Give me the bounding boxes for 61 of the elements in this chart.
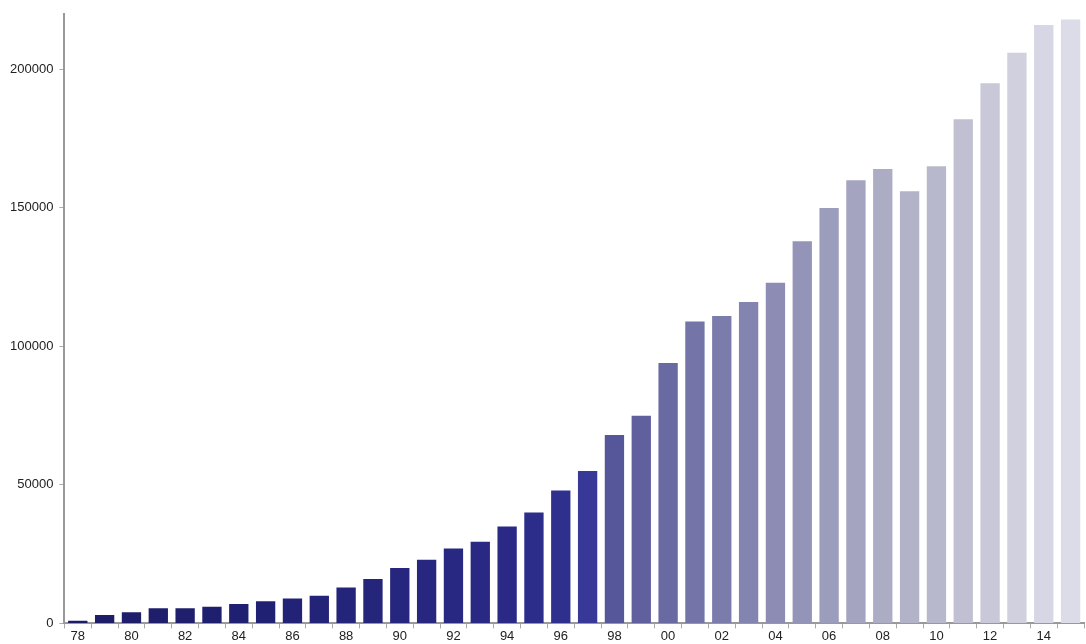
x-tick-label: 94 [499,627,515,643]
x-tick-label: 92 [446,627,461,643]
bar [443,548,464,623]
bar [497,526,517,623]
bar [470,541,490,623]
bar [175,608,195,623]
x-tick-label: 98 [607,627,622,643]
bar [1034,25,1054,623]
y-tick-label: 0 [46,614,54,630]
bar [1060,19,1081,623]
x-tick-label: 86 [285,627,300,643]
bar [524,512,544,623]
bar [551,490,571,623]
bar [953,119,973,623]
x-tick-label: 12 [982,627,998,643]
y-tick-label: 150000 [9,199,54,215]
bar [416,559,437,623]
bar [846,180,866,623]
bar [202,606,222,623]
x-tick-label: 80 [124,627,139,643]
bar [819,207,839,623]
bar [631,415,651,623]
bar [282,598,303,623]
x-tick-label: 84 [231,627,247,643]
bar [363,579,383,623]
bar [94,615,115,623]
x-tick-label: 82 [177,627,193,643]
y-tick-label: 100000 [9,337,54,353]
y-tick-label: 200000 [9,60,54,76]
bar [926,166,947,623]
x-tick-label: 02 [714,627,729,643]
bar [255,601,276,623]
bar [685,321,705,623]
bar [980,83,1000,623]
bar [336,587,356,623]
bar [899,191,920,623]
bar [1007,52,1027,623]
bar [765,282,786,623]
bar [738,302,759,623]
bar [309,595,329,623]
x-tick-label: 96 [553,627,569,643]
x-tick-label: 90 [392,627,408,643]
x-tick-label: 78 [70,627,86,643]
x-tick-label: 10 [929,627,944,643]
y-tick-label: 50000 [17,476,54,492]
bar [873,169,893,623]
x-tick-label: 06 [821,627,837,643]
bar [390,568,410,623]
bar [712,315,732,623]
x-tick-label: 88 [338,627,354,643]
x-tick-label: 08 [875,627,890,643]
bar [229,604,249,623]
bar [604,435,625,623]
x-tick-label: 04 [768,627,783,643]
bar [792,241,812,623]
bar [121,612,142,623]
bar [148,608,168,623]
bar [577,471,598,623]
x-tick-label: 14 [1036,627,1051,643]
x-tick-label: 00 [660,627,676,643]
bar [658,363,678,623]
